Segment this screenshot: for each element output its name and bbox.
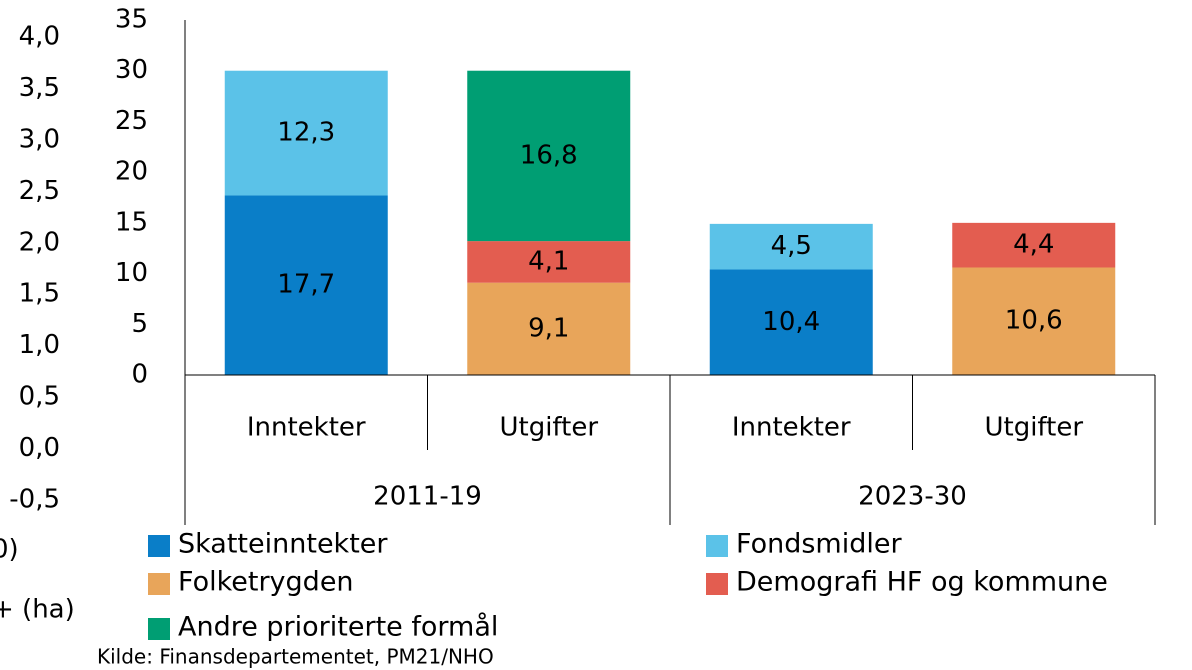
y-tick-label: 30 — [115, 55, 148, 85]
y-tick-label: 5 — [131, 309, 148, 339]
y-tick-label: 0,0 — [19, 433, 60, 463]
legend-swatch — [148, 618, 170, 640]
y-tick-label: 2,5 — [19, 176, 60, 206]
legend-swatch — [148, 573, 170, 595]
legend-label: Fondsmidler — [736, 529, 902, 560]
source: Kilde: Finansdepartementet, PM21/NHO — [97, 645, 494, 669]
group-label: 2011-19 — [373, 482, 482, 512]
bar-segment — [709, 269, 873, 375]
value-label: 17,7 — [277, 270, 335, 300]
legend-label: Demografi HF og kommune — [736, 567, 1108, 598]
value-label: 10,4 — [762, 307, 820, 337]
annotation: 0) — [0, 535, 19, 565]
bar-segment — [952, 267, 1116, 375]
y-tick-label: 3,0 — [19, 124, 60, 154]
y-tick-label: 4,0 — [19, 22, 60, 52]
legend-label: Skatteinntekter — [178, 529, 388, 560]
bar-segment — [952, 222, 1116, 268]
value-label: 10,6 — [1005, 306, 1063, 336]
bar-segment — [467, 70, 631, 242]
bar-segment — [709, 223, 873, 270]
bar-segment — [224, 195, 388, 375]
y-tick-label: 10 — [115, 258, 148, 288]
x-tick-label: Inntekter — [732, 413, 851, 443]
annotation: + (ha) — [0, 595, 75, 625]
bar-segment — [467, 241, 631, 283]
y-tick-label: 1,0 — [19, 330, 60, 360]
x-tick-label: Utgifter — [499, 413, 598, 443]
legend-swatch — [148, 535, 170, 557]
y-tick-label: 20 — [115, 157, 148, 187]
y-tick-label: 1,5 — [19, 279, 60, 309]
group-label: 2023-30 — [858, 482, 967, 512]
y-tick-label: 3,5 — [19, 73, 60, 103]
value-label: 9,1 — [528, 313, 569, 343]
x-tick-label: Inntekter — [247, 413, 366, 443]
x-tick-label: Utgifter — [984, 413, 1083, 443]
value-label: 4,5 — [771, 231, 812, 261]
legend-label: Andre prioriterte formål — [178, 612, 498, 643]
bar-segment — [224, 70, 388, 196]
y-tick-label: 0,5 — [19, 382, 60, 412]
bar-segment — [467, 282, 631, 375]
y-tick-label: 0 — [131, 360, 148, 390]
y-tick-label: 35 — [115, 5, 148, 35]
value-label: 4,4 — [1013, 230, 1054, 260]
legend-swatch — [706, 573, 728, 595]
value-label: 4,1 — [528, 246, 569, 276]
value-label: 12,3 — [277, 118, 335, 148]
y-tick-label: 25 — [115, 106, 148, 136]
value-label: 16,8 — [520, 140, 578, 170]
y-tick-label: -0,5 — [9, 485, 60, 515]
legend-swatch — [706, 535, 728, 557]
y-tick-label: 2,0 — [19, 227, 60, 257]
y-tick-label: 15 — [115, 207, 148, 237]
legend-label: Folketrygden — [178, 567, 354, 598]
